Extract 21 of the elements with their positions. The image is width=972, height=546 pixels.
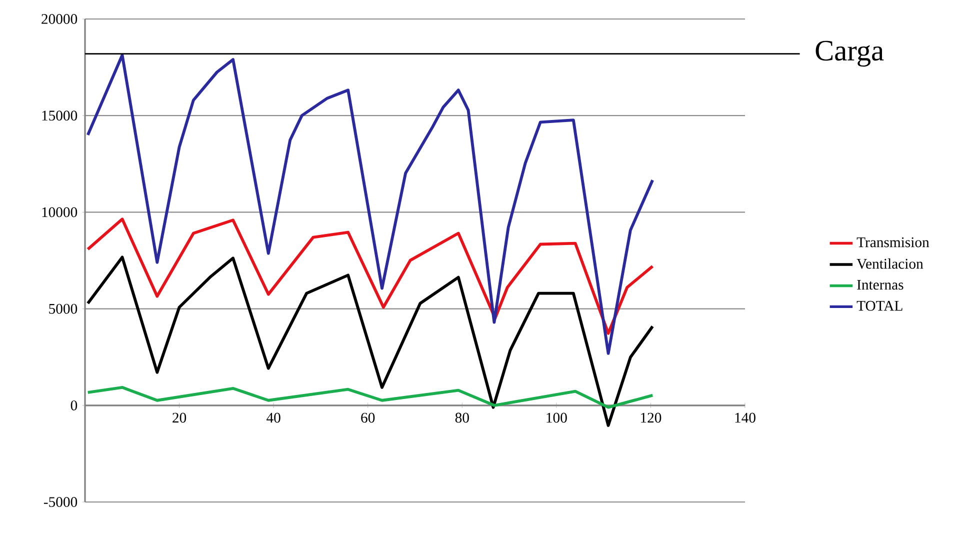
line-series bbox=[86, 218, 654, 335]
legend-label: TOTAL bbox=[856, 300, 902, 311]
ref-line-label: Carga bbox=[816, 40, 884, 67]
x-tick-label: 100 bbox=[546, 412, 567, 423]
y-tick-label: 5000 bbox=[49, 304, 78, 314]
legend-label: Transmision bbox=[856, 237, 930, 248]
x-tick-label: 20 bbox=[172, 412, 186, 423]
y-tick-label: 10000 bbox=[42, 207, 78, 218]
x-tick-label: 140 bbox=[735, 412, 756, 423]
x-tick-label: 120 bbox=[641, 412, 662, 423]
y-tick-label: 15000 bbox=[42, 110, 78, 121]
y-tick-label: -5000 bbox=[44, 497, 78, 507]
x-tick-label: 80 bbox=[455, 412, 469, 423]
line-series bbox=[86, 54, 654, 355]
y-tick-label: 0 bbox=[70, 400, 78, 410]
y-tick-label: 20000 bbox=[42, 14, 78, 24]
x-tick-label: 60 bbox=[361, 412, 375, 423]
x-tick-label: 40 bbox=[266, 412, 280, 423]
line-series bbox=[86, 386, 654, 409]
legend-label: Internas bbox=[857, 280, 904, 290]
legend-label: Ventilacion bbox=[856, 258, 924, 269]
